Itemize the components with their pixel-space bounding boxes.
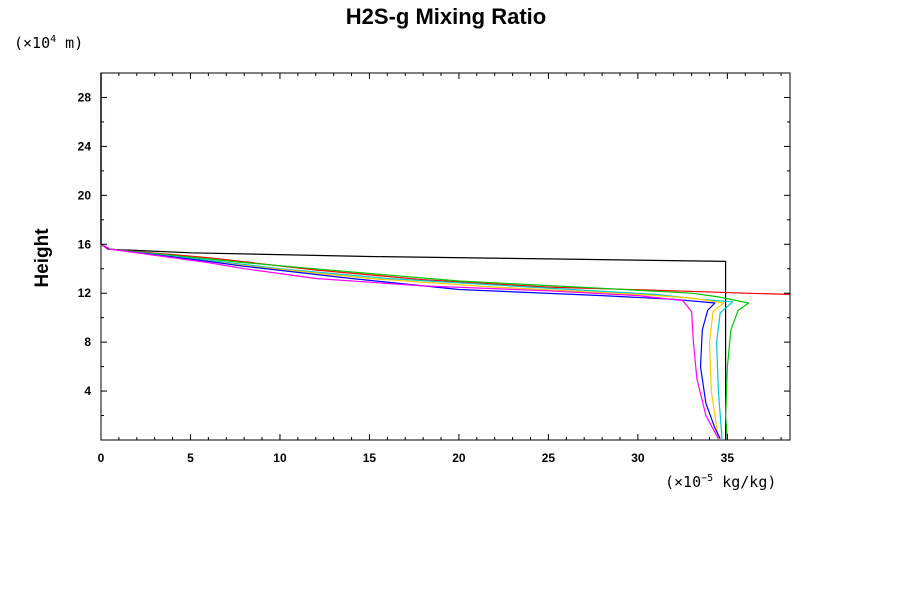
series-line-3 — [100, 73, 750, 439]
y-tick-label: 4 — [84, 384, 91, 398]
chart-title: H2S-g Mixing Ratio — [346, 4, 546, 29]
x-tick-label: 5 — [187, 451, 194, 465]
y-tick-label: 24 — [78, 139, 92, 153]
y-tick-label: 12 — [78, 286, 92, 300]
series-line-7 — [100, 73, 719, 440]
x-axis-unit: (×10−5 kg/kg) — [665, 473, 776, 491]
plot-frame — [100, 72, 791, 441]
x-tick-label: 20 — [452, 451, 466, 465]
y-tick-label: 28 — [78, 90, 92, 104]
y-tick-label: 8 — [84, 335, 91, 349]
x-tick-label: 15 — [363, 451, 377, 465]
x-tick-label: 25 — [542, 451, 556, 465]
x-tick-label: 30 — [631, 451, 645, 465]
y-axis-label: Height — [32, 228, 53, 288]
y-tick-label: 20 — [78, 188, 92, 202]
x-tick-label: 10 — [273, 451, 287, 465]
series-line-4 — [100, 73, 734, 439]
axis-layer: 0 5 10 15 20 25 30 35 4 8 12 16 20 24 28 — [78, 73, 790, 465]
y-tick-label: 16 — [78, 237, 92, 251]
y-axis-unit: (×104 m) — [14, 34, 83, 52]
x-tick-label: 0 — [98, 451, 105, 465]
series-layer — [100, 73, 791, 440]
x-tick-label: 35 — [721, 451, 735, 465]
